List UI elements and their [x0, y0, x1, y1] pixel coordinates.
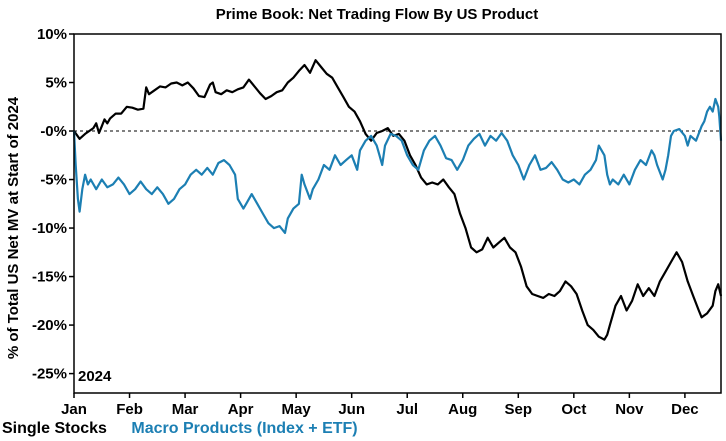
- legend-macro-products: Macro Products (Index + ETF): [131, 420, 358, 437]
- y-tick-label: -10%: [32, 220, 67, 237]
- y-tick-label: -20%: [32, 317, 67, 334]
- legend-single-stocks: Single Stocks: [2, 420, 107, 437]
- y-axis-label: % of Total US Net MV at Start of 2024: [5, 96, 22, 359]
- x-tick-label: Apr: [228, 401, 254, 418]
- series-line-single-stocks: [73, 59, 723, 341]
- legend: Single Stocks Macro Products (Index + ET…: [2, 420, 378, 438]
- x-tick-label: Jul: [396, 401, 418, 418]
- x-tick-label: Oct: [561, 401, 586, 418]
- y-tick-label: -15%: [32, 269, 67, 286]
- x-tick-label: Mar: [172, 401, 199, 418]
- y-tick-label: -0%: [40, 123, 67, 140]
- x-tick-label: Jan: [61, 401, 87, 418]
- x-tick-label: Aug: [448, 401, 477, 418]
- x-tick-label: Feb: [116, 401, 143, 418]
- plot-frame: [73, 33, 722, 394]
- x-tick-label: Nov: [615, 401, 644, 418]
- x-tick-label: Jun: [338, 401, 365, 418]
- x-tick-label: Dec: [671, 401, 699, 418]
- y-tick-label: 5%: [45, 75, 67, 92]
- x-tick-label: Sep: [505, 401, 533, 418]
- y-tick-label: -5%: [40, 172, 67, 189]
- y-tick-label: -25%: [32, 366, 67, 383]
- year-label: 2024: [78, 368, 112, 385]
- chart-title: Prime Book: Net Trading Flow By US Produ…: [216, 6, 539, 23]
- x-tick-label: May: [282, 401, 312, 418]
- y-tick-label: 10%: [37, 26, 67, 43]
- series-line-macro-products: [72, 97, 723, 234]
